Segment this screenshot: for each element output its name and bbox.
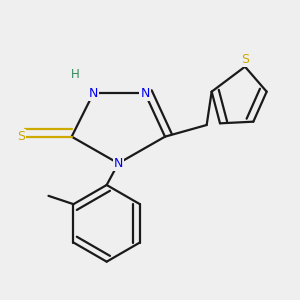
Text: S: S	[241, 53, 249, 66]
Text: N: N	[114, 157, 123, 170]
Text: N: N	[140, 87, 150, 100]
Text: S: S	[17, 130, 25, 143]
Text: N: N	[88, 87, 98, 100]
Text: H: H	[70, 68, 80, 82]
